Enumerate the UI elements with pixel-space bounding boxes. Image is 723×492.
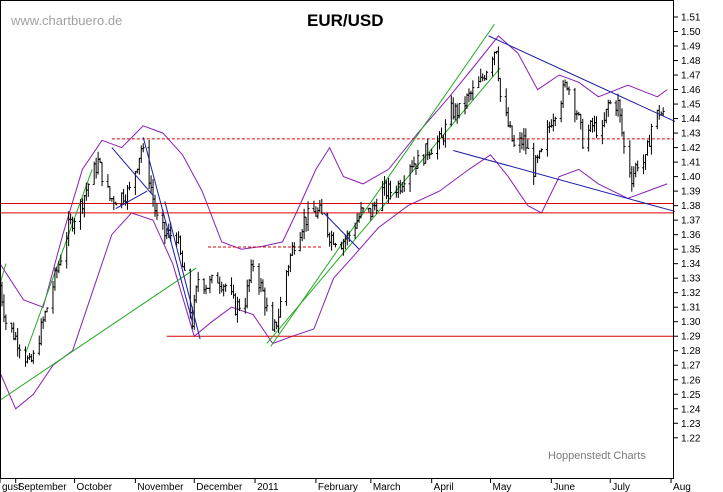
y-tick-label: 1.38	[681, 201, 701, 212]
y-tick-label: 1.30	[681, 317, 701, 328]
watermark: www.chartbuero.de	[10, 13, 122, 28]
horizontal-levels	[0, 138, 673, 337]
trend-line-green	[0, 267, 197, 401]
y-tick-label: 1.37	[681, 216, 701, 227]
x-tick-label: April	[434, 482, 454, 492]
x-tick-label: September	[18, 482, 68, 492]
y-tick-label: 1.24	[681, 404, 701, 415]
y-tick-label: 1.31	[681, 303, 701, 314]
x-tick-label: March	[373, 482, 401, 492]
x-tick-label: February	[318, 482, 358, 492]
y-tick-label: 1.50	[681, 27, 701, 38]
trend-line-blue	[453, 150, 676, 212]
trend-line-blue	[164, 201, 201, 340]
y-tick-label: 1.33	[681, 274, 701, 285]
bollinger-bands	[0, 35, 668, 410]
x-tick-label: May	[493, 482, 512, 492]
y-tick-label: 1.49	[681, 42, 701, 53]
x-tick-label: October	[77, 482, 113, 492]
trend-line-blue	[488, 35, 676, 122]
y-tick-label: 1.27	[681, 361, 701, 372]
y-tick-label: 1.39	[681, 187, 701, 198]
y-tick-label: 1.46	[681, 85, 701, 96]
y-tick-label: 1.28	[681, 346, 701, 357]
y-tick-label: 1.23	[681, 419, 701, 430]
plot-frame	[0, 0, 674, 479]
y-tick-label: 1.44	[681, 114, 701, 125]
y-tick-label: 1.25	[681, 390, 701, 401]
y-tick-label: 1.35	[681, 245, 701, 256]
x-tick-label: November	[137, 482, 184, 492]
y-axis: 1.22 1.23 1.24 1.25 1.26 1.27 1.28 1.29 1.30 1.31…	[673, 13, 701, 444]
bollinger-upper	[0, 35, 668, 308]
x-tick-label: December	[196, 482, 243, 492]
y-tick-label: 1.29	[681, 332, 701, 343]
x-tick-label: gust	[2, 482, 21, 492]
chart-title: EUR/USD	[307, 11, 384, 30]
y-tick-label: 1.43	[681, 129, 701, 140]
y-tick-label: 1.48	[681, 56, 701, 67]
trend-line-blue	[323, 212, 360, 250]
y-tick-label: 1.26	[681, 375, 701, 386]
price-bars	[0, 46, 665, 367]
y-tick-label: 1.22	[681, 433, 701, 444]
x-tick-label: June	[553, 482, 575, 492]
y-tick-label: 1.47	[681, 71, 701, 82]
x-tick-label: Aug	[673, 482, 691, 492]
trend-line-blue	[115, 190, 148, 209]
y-tick-label: 1.36	[681, 230, 701, 241]
y-tick-label: 1.45	[681, 100, 701, 111]
y-tick-label: 1.40	[681, 172, 701, 183]
y-tick-label: 1.32	[681, 288, 701, 299]
y-tick-label: 1.51	[681, 13, 701, 24]
y-tick-label: 1.34	[681, 259, 701, 270]
trend-line-green	[266, 67, 501, 344]
trend-lines-blue	[111, 35, 676, 340]
trend-line-blue	[111, 147, 154, 196]
bollinger-lower	[0, 154, 668, 410]
y-tick-label: 1.42	[681, 143, 701, 154]
source-label: Hoppenstedt Charts	[548, 450, 646, 462]
trend-line-blue	[142, 137, 193, 322]
x-tick-label: July	[612, 482, 630, 492]
y-tick-label: 1.41	[681, 158, 701, 169]
x-tick-label: 2011	[257, 482, 279, 492]
